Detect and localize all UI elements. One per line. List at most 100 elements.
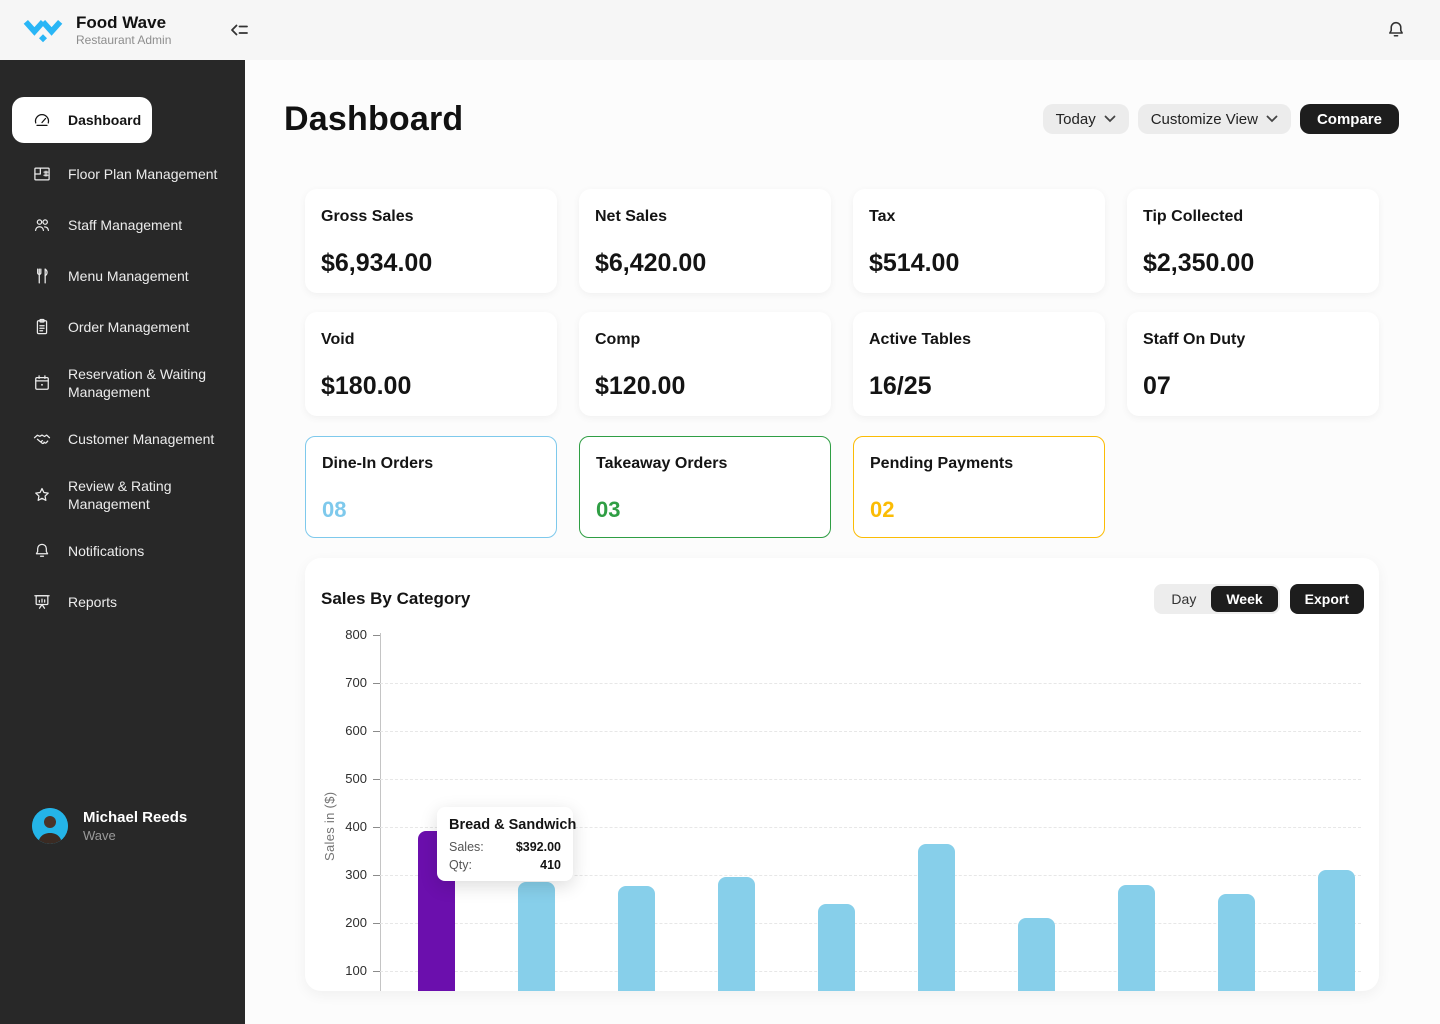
date-filter-dropdown[interactable]: Today <box>1042 104 1129 134</box>
sidebar-item-label: Reservation & Waiting Management <box>68 365 206 400</box>
y-tick-label: 100 <box>345 963 367 978</box>
stat-label: Comp <box>595 331 641 348</box>
stat-value: 16/25 <box>869 372 932 400</box>
y-tick-label: 700 <box>345 675 367 690</box>
bar-category-5[interactable] <box>817 903 855 991</box>
bar-category-10[interactable] <box>1317 870 1355 991</box>
toggle-day-button[interactable]: Day <box>1156 586 1211 612</box>
gridline <box>380 875 1361 876</box>
stat-label: Tip Collected <box>1143 208 1244 225</box>
sidebar: Dashboard Floor Plan Management Staff Ma… <box>0 60 245 1024</box>
card-dine-in-orders[interactable]: Dine-In Orders 08 <box>305 436 557 538</box>
y-tick-mark <box>373 875 380 876</box>
tooltip-value: 410 <box>540 858 561 872</box>
stat-label: Staff On Duty <box>1143 331 1246 348</box>
sidebar-item-label: Reports <box>68 593 118 610</box>
sidebar-item-label: Order Management <box>68 318 190 335</box>
sales-by-category-card: Sales By Category Day Week Export Sales … <box>305 558 1379 991</box>
y-tick-mark <box>373 683 380 684</box>
sidebar-item-label: Dashboard <box>68 111 142 128</box>
sidebar-item-menu[interactable]: Menu Management <box>12 256 233 296</box>
compare-button[interactable]: Compare <box>1299 104 1399 134</box>
logo-wave-icon <box>22 14 64 45</box>
fork-knife-icon <box>32 266 52 286</box>
bar-category-2[interactable] <box>517 882 555 991</box>
stat-card-staff-on-duty: Staff On Duty 07 <box>1127 312 1379 416</box>
brand: Food Wave Restaurant Admin <box>0 13 171 47</box>
sidebar-item-reservation[interactable]: Reservation & Waiting Management <box>12 358 233 408</box>
y-tick-mark <box>373 923 380 924</box>
card-pending-payments[interactable]: Pending Payments 02 <box>853 436 1105 538</box>
page-title: Dashboard <box>284 99 464 138</box>
stat-label: Active Tables <box>869 331 971 348</box>
tooltip-label: Qty: <box>449 858 472 872</box>
collapse-sidebar-icon[interactable] <box>227 18 251 42</box>
stat-card-active-tables: Active Tables 16/25 <box>853 312 1105 416</box>
sidebar-item-customers[interactable]: Customer Management <box>12 419 233 459</box>
sidebar-item-orders[interactable]: Order Management <box>12 307 233 347</box>
chevron-down-icon <box>1266 115 1278 123</box>
bar-category-3[interactable] <box>617 885 655 991</box>
dashboard-gauge-icon <box>32 110 52 130</box>
stat-value: $6,934.00 <box>321 249 433 277</box>
gridline <box>380 827 1361 828</box>
sidebar-item-staff[interactable]: Staff Management <box>12 205 233 245</box>
stat-card-tax: Tax $514.00 <box>853 189 1105 293</box>
tooltip-value: $392.00 <box>515 840 561 854</box>
y-tick-label: 500 <box>345 771 367 786</box>
stat-card-gross-sales: Gross Sales $6,934.00 <box>305 189 557 293</box>
chart-plot: Sales in ($) 100 200 300 400 500 600 700 800 Br… <box>305 558 1379 991</box>
stat-value: $514.00 <box>869 249 960 277</box>
bar-category-9[interactable] <box>1217 894 1255 991</box>
bar-category-8[interactable] <box>1117 884 1155 991</box>
gridline <box>380 779 1361 780</box>
chart-title: Sales By Category <box>321 589 471 608</box>
stat-label: Void <box>321 331 355 348</box>
chart-actions: Day Week Export <box>1154 584 1364 614</box>
gridline <box>380 971 1361 972</box>
stat-value: $6,420.00 <box>595 249 707 277</box>
floor-plan-icon <box>32 164 52 184</box>
handshake-icon <box>32 429 52 449</box>
sidebar-item-notifications[interactable]: Notifications <box>12 531 233 571</box>
sidebar-item-label: Staff Management <box>68 216 183 233</box>
sidebar-item-label: Menu Management <box>68 267 189 284</box>
bar-category-4[interactable] <box>717 877 755 991</box>
avatar <box>32 808 68 844</box>
header-controls: Today Customize View Compare <box>1042 104 1399 134</box>
order-card-value: 02 <box>870 497 895 522</box>
export-button[interactable]: Export <box>1289 584 1364 614</box>
notifications-bell-icon[interactable] <box>1385 19 1407 41</box>
order-card-label: Dine-In Orders <box>322 455 434 472</box>
order-card-value: 03 <box>596 497 621 522</box>
y-tick-mark <box>373 827 380 828</box>
sidebar-item-floor-plan[interactable]: Floor Plan Management <box>12 154 233 194</box>
sidebar-item-label: Floor Plan Management <box>68 165 218 182</box>
sidebar-item-reviews[interactable]: Review & Rating Management <box>12 470 233 520</box>
staff-people-icon <box>32 215 52 235</box>
stat-card-net-sales: Net Sales $6,420.00 <box>579 189 831 293</box>
tooltip-title: Bread & Sandwich <box>449 817 577 833</box>
bar-category-7[interactable] <box>1017 918 1055 991</box>
toggle-week-button[interactable]: Week <box>1211 586 1278 612</box>
order-card-label: Pending Payments <box>870 455 1014 472</box>
order-cards: Dine-In Orders 08 Takeaway Orders 03 Pen… <box>305 436 1379 538</box>
sidebar-item-dashboard[interactable]: Dashboard <box>12 97 152 143</box>
main-content: Dashboard Today Customize View Compare G… <box>245 60 1440 1024</box>
period-toggle: Day Week <box>1154 584 1280 614</box>
y-axis-line <box>380 633 381 991</box>
user-profile[interactable]: Michael Reeds Wave <box>0 808 245 844</box>
tooltip-label: Sales: <box>449 840 484 854</box>
presentation-chart-icon <box>32 592 52 612</box>
customize-view-dropdown[interactable]: Customize View <box>1137 104 1291 134</box>
card-takeaway-orders[interactable]: Takeaway Orders 03 <box>579 436 831 538</box>
tooltip-row: Sales: $392.00 <box>449 840 561 854</box>
calendar-icon <box>32 373 52 393</box>
stats-grid: Gross Sales $6,934.00 Net Sales $6,420.0… <box>305 189 1379 416</box>
sidebar-nav: Dashboard Floor Plan Management Staff Ma… <box>0 60 245 622</box>
sidebar-item-reports[interactable]: Reports <box>12 582 233 622</box>
stat-label: Net Sales <box>595 208 668 225</box>
bar-category-6[interactable] <box>917 843 955 991</box>
clipboard-icon <box>32 317 52 337</box>
chevron-down-icon <box>1104 115 1116 123</box>
